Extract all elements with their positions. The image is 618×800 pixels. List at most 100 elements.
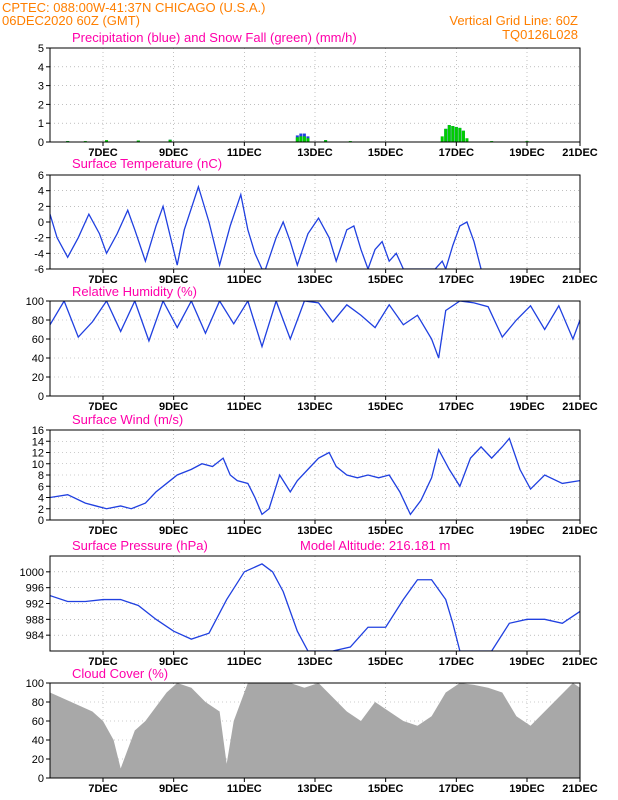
x-tick-label: 17DEC [439, 147, 475, 159]
y-tick-label: 4 [38, 186, 44, 198]
x-tick-label: 11DEC [227, 147, 262, 159]
y-tick-label: 16 [32, 425, 44, 437]
y-tick-label: 1000 [20, 567, 44, 579]
precip-bar [306, 138, 310, 142]
y-tick-label: 80 [32, 315, 44, 327]
x-tick-label: 17DEC [439, 656, 475, 668]
x-tick-label: 15DEC [368, 656, 404, 668]
x-tick-label: 15DEC [368, 783, 404, 795]
precip-bar [444, 128, 448, 142]
precip-bar [451, 126, 455, 142]
panel-frame [49, 429, 581, 521]
precip-bar [168, 139, 172, 142]
x-tick-label: 7DEC [88, 656, 117, 668]
precip-bar [105, 140, 109, 142]
header-code: TQ0126L028 [502, 27, 578, 42]
x-tick-label: 13DEC [297, 525, 333, 537]
x-tick-label: 19DEC [509, 783, 545, 795]
y-tick-label: 40 [32, 735, 44, 747]
y-tick-label: 0 [38, 137, 44, 149]
precip-bar [465, 138, 469, 142]
x-tick-label: 11DEC [227, 525, 262, 537]
precip-bar [136, 140, 140, 142]
y-tick-label: 60 [32, 716, 44, 728]
x-tick-label: 17DEC [439, 401, 475, 413]
x-tick-label: 7DEC [88, 783, 117, 795]
y-tick-label: 0 [38, 773, 44, 785]
x-tick-label: 13DEC [297, 656, 333, 668]
x-tick-label: 7DEC [88, 525, 117, 537]
precip-bar [447, 125, 451, 142]
panel-4: Surface Pressure (hPa) Model Altitude: 21… [20, 538, 598, 668]
header-grid-note: Vertical Grid Line: 60Z [449, 13, 578, 28]
x-tick-label: 21DEC [562, 274, 598, 286]
x-tick-label: 21DEC [562, 401, 598, 413]
x-tick-label: 13DEC [297, 783, 333, 795]
precip-bar [299, 136, 303, 142]
y-tick-label: 4 [38, 493, 44, 505]
panel-title: Cloud Cover (%) [72, 666, 168, 681]
x-tick-label: 13DEC [297, 147, 333, 159]
x-tick-label: 19DEC [509, 525, 545, 537]
x-tick-label: 17DEC [439, 525, 475, 537]
panel-title: Relative Humidity (%) [72, 284, 197, 299]
y-tick-label: 3 [38, 81, 44, 93]
y-tick-label: 10 [32, 459, 44, 471]
panel-title: Surface Pressure (hPa) [72, 538, 208, 553]
series-line [50, 437, 580, 516]
x-tick-label: 17DEC [439, 274, 475, 286]
x-tick-label: 19DEC [509, 401, 545, 413]
y-tick-label: -6 [34, 264, 44, 276]
y-tick-label: 2 [38, 504, 44, 516]
y-tick-label: 2 [38, 99, 44, 111]
x-tick-label: 9DEC [159, 656, 188, 668]
x-tick-label: 11DEC [227, 783, 262, 795]
x-tick-label: 11DEC [227, 274, 262, 286]
y-tick-label: 40 [32, 353, 44, 365]
x-tick-label: 9DEC [159, 401, 188, 413]
x-tick-label: 21DEC [562, 783, 598, 795]
panel-0: Precipitation (blue) and Snow Fall (gree… [38, 30, 598, 159]
y-tick-label: 0 [38, 515, 44, 527]
x-tick-label: 21DEC [562, 656, 598, 668]
y-tick-label: 6 [38, 170, 44, 182]
x-tick-label: 15DEC [368, 401, 404, 413]
series-line [50, 563, 580, 651]
y-tick-label: 988 [26, 614, 44, 626]
x-tick-label: 13DEC [297, 401, 333, 413]
x-tick-label: 9DEC [159, 783, 188, 795]
panel-title: Precipitation (blue) and Snow Fall (gree… [72, 30, 357, 45]
y-tick-label: 0 [38, 391, 44, 403]
panel-5: Cloud Cover (%) 0 20 40 60 80 100 7DEC 9DEC 11DEC… [26, 666, 598, 795]
header-line1: CPTEC: 088:00W-41:37N CHICAGO (U.S.A.) [2, 0, 265, 15]
y-tick-label: 0 [38, 217, 44, 229]
panel-annotation: Model Altitude: 216.181 m [300, 538, 450, 553]
precip-bar [461, 130, 465, 142]
y-tick-label: 1 [38, 118, 44, 130]
y-tick-label: 996 [26, 583, 44, 595]
cloud-area [50, 683, 580, 778]
precip-bar [454, 126, 458, 142]
y-tick-label: 20 [32, 754, 44, 766]
y-tick-label: 992 [26, 599, 44, 611]
x-tick-label: 7DEC [88, 274, 117, 286]
y-tick-label: 4 [38, 62, 44, 74]
panel-frame [49, 682, 581, 779]
panel-2: Relative Humidity (%) 0 20 40 60 80 100 7DEC 9DE… [26, 284, 598, 413]
x-tick-label: 19DEC [509, 656, 545, 668]
panel-title: Surface Wind (m/s) [72, 412, 183, 427]
x-tick-label: 13DEC [297, 274, 333, 286]
x-tick-label: 9DEC [159, 147, 188, 159]
y-tick-label: -2 [34, 233, 44, 245]
y-tick-label: 20 [32, 372, 44, 384]
x-tick-label: 9DEC [159, 274, 188, 286]
x-tick-label: 19DEC [509, 147, 545, 159]
x-tick-label: 21DEC [562, 525, 598, 537]
precip-bar [295, 137, 299, 142]
panel-frame [49, 300, 581, 397]
x-tick-label: 19DEC [509, 274, 545, 286]
panel-frame [49, 555, 581, 652]
x-tick-label: 11DEC [227, 656, 262, 668]
